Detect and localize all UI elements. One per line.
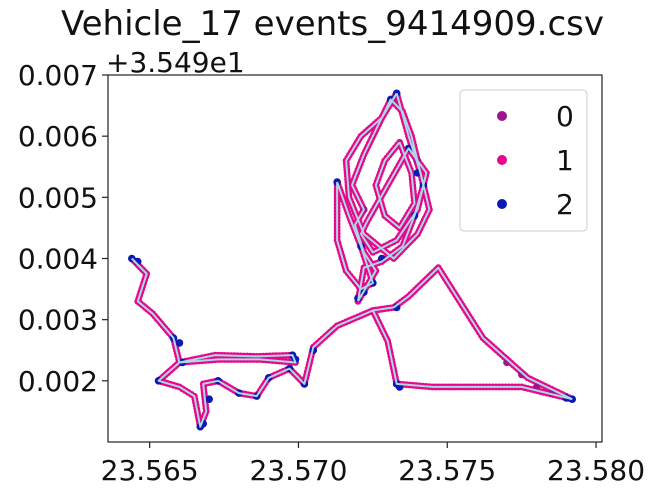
- track-line: [179, 354, 297, 364]
- x-tick-label: 23.565: [101, 454, 199, 487]
- y-tick-label: 0.004: [18, 243, 98, 276]
- y-tick-label: 0.002: [18, 365, 98, 398]
- track-line: [345, 92, 431, 260]
- point-series-2: [205, 395, 213, 403]
- x-tick-label: 23.580: [547, 454, 645, 487]
- y-tick-label: 0.006: [18, 120, 98, 153]
- y-axis: 0.002 0.003 0.004 0.005 0.006 0.007: [18, 59, 108, 398]
- track-line: [360, 147, 428, 254]
- legend-box: [459, 89, 588, 232]
- track-line: [336, 181, 374, 291]
- track-lines-layer: [131, 92, 573, 428]
- track-line: [351, 98, 425, 302]
- x-axis: 23.565 23.570 23.575 23.580: [101, 442, 645, 487]
- legend-label-2: 2: [556, 188, 574, 221]
- track-line: [374, 141, 416, 229]
- legend-marker-0: [497, 111, 507, 121]
- y-axis-offset-label: +3.549e1: [106, 46, 245, 79]
- x-tick-label: 23.570: [249, 454, 347, 487]
- legend-marker-2: [497, 199, 507, 209]
- legend-label-0: 0: [556, 100, 574, 133]
- point-series-0: [532, 383, 541, 391]
- legend-marker-1: [497, 155, 507, 165]
- y-tick-label: 0.007: [18, 59, 98, 92]
- legend-label-1: 1: [556, 144, 574, 177]
- y-tick-label: 0.003: [18, 304, 98, 337]
- chart-title: Vehicle_17 events_9414909.csv: [61, 4, 604, 44]
- x-tick-label: 23.575: [398, 454, 496, 487]
- y-tick-label: 0.005: [18, 181, 98, 214]
- track-line: [371, 310, 573, 401]
- track-line: [131, 257, 573, 428]
- legend: 0 1 2: [459, 89, 588, 232]
- point-series-2: [175, 339, 184, 347]
